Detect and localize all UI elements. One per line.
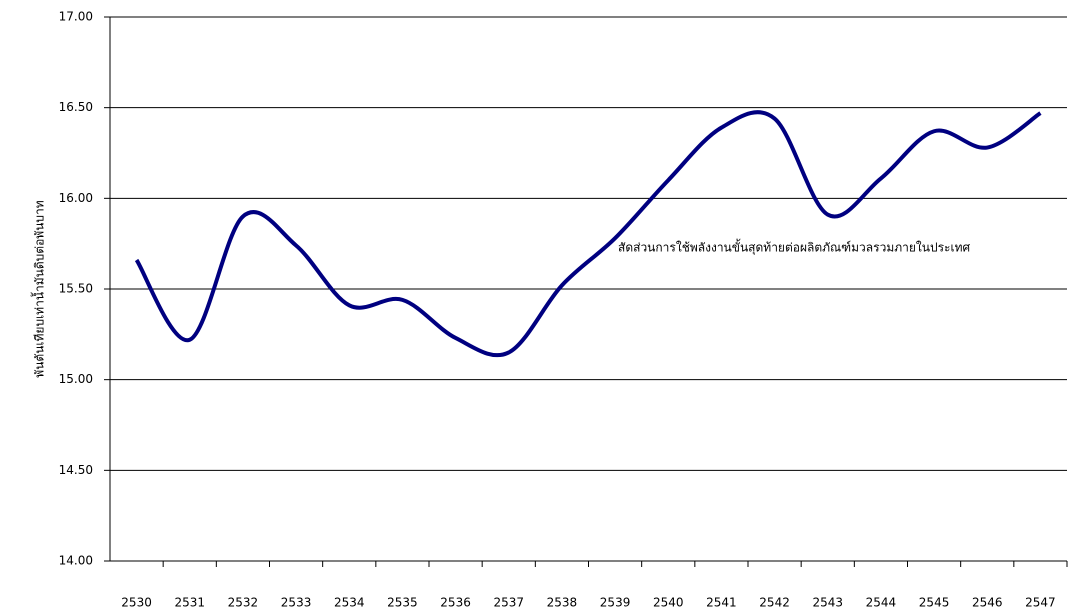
x-tick-label: 2531: [174, 596, 205, 610]
y-axis-label: พันตันเทียบเท่าน้ำมันดิบต่อพันบาท: [31, 200, 47, 377]
x-tick-label: 2536: [440, 596, 471, 610]
x-tick-label: 2534: [334, 596, 365, 610]
x-tick-label: 2530: [121, 596, 152, 610]
x-tick-label: 2535: [387, 596, 418, 610]
x-tick-label: 2540: [653, 596, 684, 610]
x-tick-label: 2542: [759, 596, 790, 610]
x-tick-label: 2547: [1025, 596, 1056, 610]
y-tick-label: 15.00: [59, 372, 93, 386]
x-tick-label: 2543: [812, 596, 843, 610]
x-tick-label: 2533: [281, 596, 312, 610]
series-label: สัดส่วนการใช้พลังงานขั้นสุดท้ายต่อผลิตภั…: [618, 239, 971, 256]
y-tick-label: 14.50: [59, 463, 93, 477]
x-tick-label: 2537: [493, 596, 524, 610]
y-tick-label: 16.50: [59, 100, 93, 114]
x-tick-label: 2538: [547, 596, 578, 610]
x-tick-label: 2545: [919, 596, 950, 610]
y-tick-label: 14.00: [59, 554, 93, 568]
y-tick-label: 17.00: [59, 10, 93, 24]
x-tick-label: 2546: [972, 596, 1003, 610]
y-tick-label: 15.50: [59, 282, 93, 296]
x-tick-label: 2532: [228, 596, 259, 610]
x-tick-label: 2539: [600, 596, 631, 610]
line: [134, 110, 1042, 358]
x-tick-label: 2541: [706, 596, 737, 610]
x-tick-label: 2544: [866, 596, 897, 610]
y-tick-label: 16.00: [59, 191, 93, 205]
